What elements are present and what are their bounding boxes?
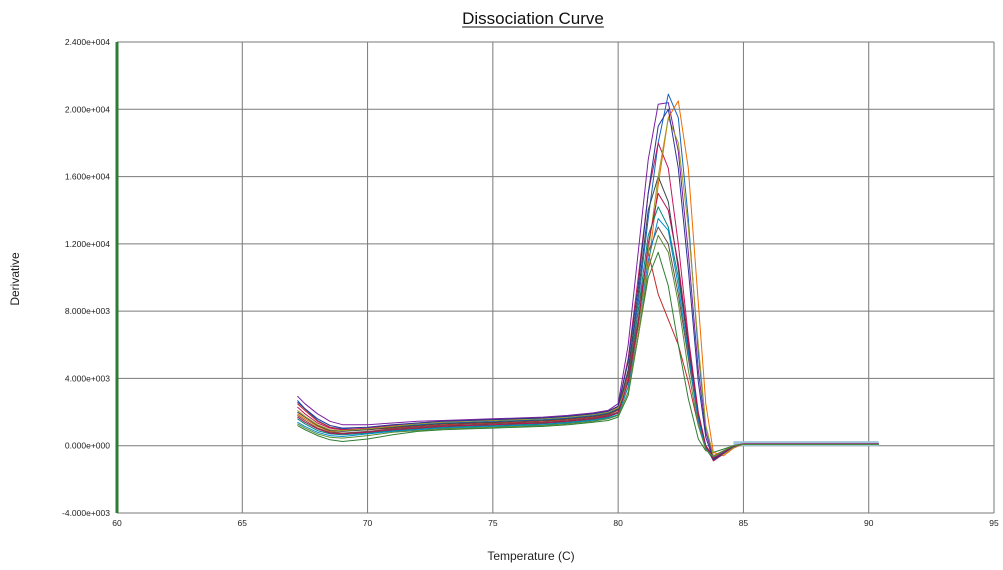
y-tick-label-1: 0.000e+000 <box>65 441 110 451</box>
x-tick-label-5: 85 <box>739 518 749 528</box>
series-line-1 <box>297 102 879 458</box>
series-line-11 <box>297 117 879 457</box>
y-axis-title: Derivative <box>8 252 22 306</box>
x-tick-label-4: 80 <box>613 518 623 528</box>
x-tick-label-6: 90 <box>864 518 874 528</box>
y-tick-label-6: 2.000e+004 <box>65 104 110 114</box>
y-tick-label-2: 4.000e+003 <box>65 373 110 383</box>
plot-frame <box>117 42 995 514</box>
y-tick-label-5: 1.600e+004 <box>65 172 110 182</box>
x-axis-title: Temperature (C) <box>487 549 574 563</box>
y-tick-label-3: 8.000e+003 <box>65 306 110 316</box>
chart-title: Dissociation Curve <box>462 9 604 28</box>
series-line-14 <box>297 234 879 458</box>
x-tick-label-2: 70 <box>363 518 373 528</box>
y-tick-label-0: -4.000e+003 <box>62 508 110 518</box>
series-line-4 <box>297 251 879 453</box>
x-tick-label-7: 95 <box>989 518 999 528</box>
series-line-12 <box>297 108 879 460</box>
x-tick-label-3: 75 <box>488 518 498 528</box>
y-tick-label-7: 2.400e+004 <box>65 37 110 47</box>
x-tick-label-1: 65 <box>238 518 248 528</box>
series-line-5 <box>297 100 879 457</box>
x-tick-label-0: 60 <box>112 518 122 528</box>
y-tick-label-4: 1.200e+004 <box>65 239 110 249</box>
y-tick-labels: -4.000e+003 0.000e+000 4.000e+003 8.000e+00… <box>62 37 110 518</box>
series-line-2 <box>297 93 879 457</box>
series-lines <box>297 93 879 462</box>
x-tick-labels: 60 65 70 75 80 85 90 95 <box>112 518 999 528</box>
